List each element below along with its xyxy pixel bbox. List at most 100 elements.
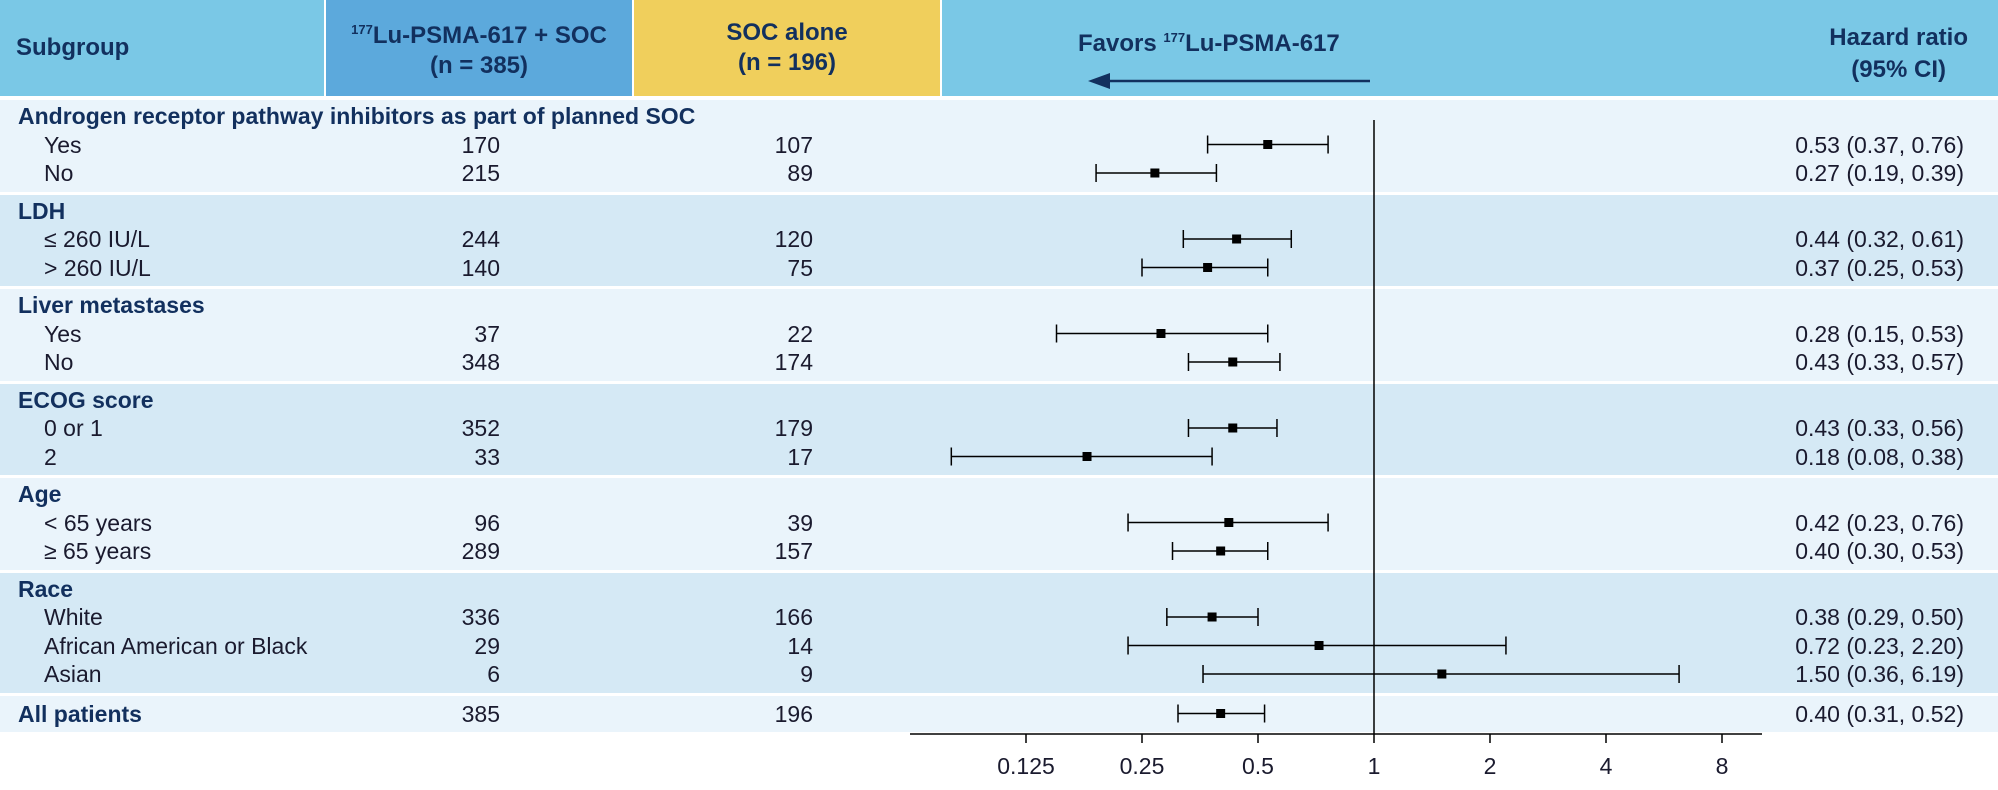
hazard-ratio-header: Hazard ratio (95% CI) — [1829, 22, 1968, 86]
hazard-ratio-point — [1216, 709, 1226, 718]
hazard-ratio-value: 0.44 (0.32, 0.61) — [1795, 226, 1964, 252]
arm2-count: 157 — [774, 538, 813, 564]
group-band — [0, 100, 1998, 192]
arm2-count: 166 — [774, 604, 813, 630]
arm1-count: 336 — [461, 604, 500, 630]
hazard-ratio-point — [1228, 357, 1238, 367]
subgroup-row: No 348 174 0.43 (0.33, 0.57) — [0, 348, 1998, 376]
header-lu-psma-arm: 177Lu-PSMA-617 + SOC (n = 385) — [326, 0, 632, 96]
group-band — [0, 194, 1998, 286]
arm1-count: 385 — [461, 700, 500, 727]
favors-label: Favors 177Lu-PSMA-617 — [1078, 30, 1340, 58]
group-title: ECOG score — [18, 386, 154, 413]
arm1-count: 96 — [474, 509, 500, 536]
arm2-count: 75 — [787, 254, 813, 281]
forest-row-marks — [1206, 135, 1329, 154]
hazard-ratio-value: 0.37 (0.25, 0.53) — [1795, 254, 1964, 281]
hazard-ratio-value: 0.42 (0.23, 0.76) — [1795, 509, 1964, 536]
arm2-count: 196 — [774, 700, 813, 727]
group-header-row: Liver metastases — [0, 291, 1998, 319]
header-subgroup: Subgroup — [0, 0, 324, 96]
arm2-n: (n = 196) — [737, 49, 837, 76]
arm1-count: 348 — [461, 349, 500, 375]
group-band — [0, 289, 1998, 381]
group-title: Liver metastases — [18, 292, 205, 318]
hazard-ratio-point — [1437, 669, 1447, 679]
hazard-ratio-value: 0.40 (0.31, 0.52) — [1795, 700, 1964, 727]
hazard-ratio-point — [1228, 423, 1238, 433]
subgroup-row: > 260 IU/L 140 75 0.37 (0.25, 0.53) — [0, 254, 1998, 282]
hazard-ratio-point — [1263, 140, 1273, 149]
favors-isotope-sup: 177 — [1163, 30, 1186, 45]
arm2-name: SOC alone — [726, 19, 848, 46]
subgroup-row: < 65 years 96 39 0.42 (0.23, 0.76) — [0, 509, 1998, 537]
group-header-row: Race — [0, 575, 1998, 603]
arm2-count: 107 — [774, 131, 813, 158]
subgroup-row: Yes 37 22 0.28 (0.15, 0.53) — [0, 320, 1998, 348]
hazard-ratio-point — [1224, 518, 1234, 527]
group-title: Race — [18, 575, 73, 602]
group-header-row: LDH — [0, 197, 1998, 225]
subgroup-row: 0 or 1 352 179 0.43 (0.33, 0.56) — [0, 414, 1998, 442]
arm2-count: 120 — [774, 226, 813, 252]
forest-row-marks — [1187, 353, 1281, 371]
arm2-count: 174 — [774, 349, 813, 375]
group-band — [0, 383, 1998, 475]
hazard-ratio-value: 0.18 (0.08, 0.38) — [1795, 443, 1964, 470]
subgroup-label: 2 — [44, 443, 57, 470]
x-tick-label: 0.5 — [1242, 753, 1274, 779]
hr-ci: (95% CI) — [1851, 56, 1946, 83]
subgroup-row: No 215 89 0.27 (0.19, 0.39) — [0, 159, 1998, 187]
hazard-ratio-point — [1203, 263, 1213, 272]
arm1-count: 140 — [461, 254, 500, 281]
x-tick-label: 0.125 — [997, 753, 1055, 779]
hazard-ratio-point — [1207, 612, 1217, 622]
forest-row-marks — [1202, 665, 1680, 683]
x-tick-label: 8 — [1716, 753, 1729, 779]
subgroup-label: > 260 IU/L — [44, 254, 151, 281]
forest-row-marks — [1127, 513, 1329, 532]
forest-row-marks — [1182, 230, 1293, 248]
hazard-ratio-value: 0.43 (0.33, 0.56) — [1795, 415, 1964, 441]
arm2-count: 9 — [800, 661, 813, 687]
forest-row-marks — [1095, 164, 1218, 182]
arm1-isotope-sup: 177 — [351, 22, 373, 37]
subgroup-label: ≤ 260 IU/L — [44, 226, 150, 252]
forest-row-marks — [1187, 419, 1278, 437]
arm2-count: 22 — [787, 320, 813, 347]
hazard-ratio-point — [1216, 546, 1226, 556]
overall-row: All patients 385 196 0.40 (0.31, 0.52) — [0, 700, 1998, 728]
hazard-ratio-value: 0.38 (0.29, 0.50) — [1795, 604, 1964, 630]
favors-name: Lu-PSMA-617 — [1185, 30, 1340, 57]
arm1-name: Lu-PSMA-617 + SOC — [372, 22, 607, 49]
hazard-ratio-point — [1314, 641, 1324, 650]
hr-title: Hazard ratio — [1829, 24, 1968, 51]
hazard-ratio-value: 0.28 (0.15, 0.53) — [1795, 320, 1964, 347]
forest-row-marks — [1127, 636, 1507, 655]
forest-row-marks — [950, 447, 1213, 466]
arm1-count: 29 — [474, 632, 500, 659]
subgroup-label: White — [44, 604, 103, 630]
subgroup-row: 2 33 17 0.18 (0.08, 0.38) — [0, 443, 1998, 471]
hazard-ratio-value: 0.72 (0.23, 2.20) — [1795, 632, 1964, 659]
arm1-count: 352 — [461, 415, 500, 441]
group-title: Age — [18, 481, 62, 507]
arm1-count: 289 — [461, 538, 500, 564]
overall-label: All patients — [18, 700, 142, 727]
group-band — [0, 572, 1998, 693]
hazard-ratio-point — [1156, 329, 1166, 338]
forest-row-marks — [1055, 324, 1269, 343]
arm1-n: (n = 385) — [429, 52, 529, 79]
arm1-count: 244 — [461, 226, 500, 252]
hazard-ratio-value: 0.27 (0.19, 0.39) — [1795, 160, 1964, 186]
group-header-row: ECOG score — [0, 386, 1998, 414]
x-tick-label: 2 — [1484, 753, 1497, 779]
forest-row-marks — [1166, 608, 1259, 626]
arm1-count: 170 — [461, 131, 500, 158]
arm2-count: 14 — [787, 632, 813, 659]
subgroup-label: African American or Black — [44, 632, 308, 659]
arm2-count: 39 — [787, 509, 813, 536]
header-soc-arm: SOC alone (n = 196) — [634, 0, 940, 96]
hazard-ratio-point — [1232, 234, 1242, 244]
